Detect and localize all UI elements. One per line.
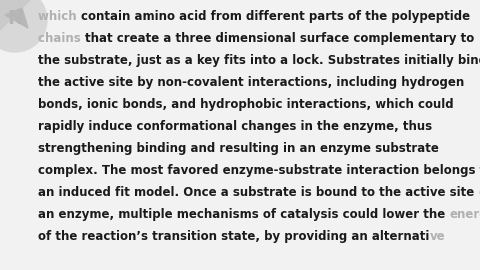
Text: an enzyme, multiple mechanisms of catalysis could lower the: an enzyme, multiple mechanisms of cataly… — [38, 208, 449, 221]
Text: ve: ve — [430, 230, 445, 243]
Polygon shape — [0, 0, 30, 30]
Circle shape — [0, 0, 47, 52]
Text: N: N — [7, 9, 23, 29]
Text: complex. The most favored enzyme-substrate interaction belongs to: complex. The most favored enzyme-substra… — [38, 164, 480, 177]
Text: which: which — [38, 10, 81, 23]
Text: chains: chains — [38, 32, 85, 45]
Text: energy: energy — [449, 208, 480, 221]
Text: the substrate, just as a key fits into a lock. Substrates initially bind to: the substrate, just as a key fits into a… — [38, 54, 480, 67]
Text: rapidly induce conformational changes in the enzyme, thus: rapidly induce conformational changes in… — [38, 120, 432, 133]
Text: the active site by non-covalent interactions, including hydrogen: the active site by non-covalent interact… — [38, 76, 464, 89]
Text: an induced fit model. Once a substrate is bound to the active site: an induced fit model. Once a substrate i… — [38, 186, 479, 199]
Polygon shape — [5, 8, 28, 28]
Text: of the reaction’s transition state, by providing an alternati: of the reaction’s transition state, by p… — [38, 230, 430, 243]
Text: strengthening binding and resulting in an enzyme substrate: strengthening binding and resulting in a… — [38, 142, 439, 155]
Text: contain amino acid from different parts of the polypeptide: contain amino acid from different parts … — [81, 10, 470, 23]
Text: of: of — [479, 186, 480, 199]
Text: bonds, ionic bonds, and hydrophobic interactions, which could: bonds, ionic bonds, and hydrophobic inte… — [38, 98, 454, 111]
Text: that create a three dimensional surface complementary to: that create a three dimensional surface … — [85, 32, 474, 45]
